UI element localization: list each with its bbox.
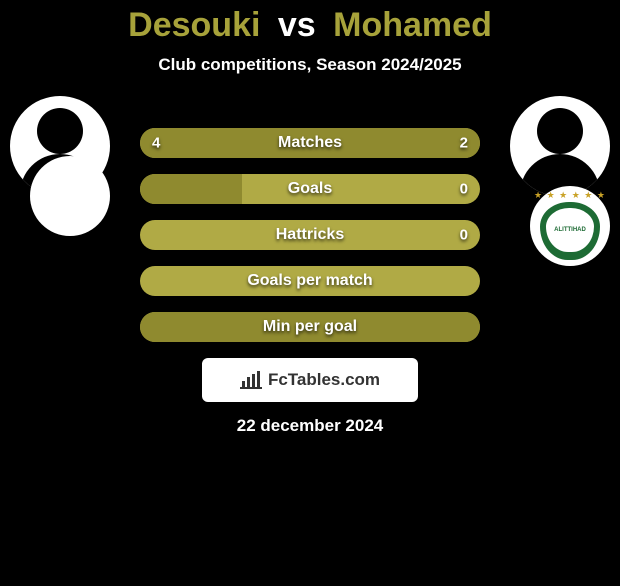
- title-vs: vs: [278, 6, 316, 44]
- title-player1: Desouki: [128, 6, 260, 44]
- avatar-head-icon: [37, 108, 83, 154]
- stat-bar-label: Goals: [140, 180, 480, 198]
- stat-bar: Goals per match: [140, 266, 480, 296]
- club-shield-icon: ALITTIHAD: [540, 202, 600, 260]
- club-stars-icon: ★ ★ ★ ★ ★ ★: [530, 190, 610, 201]
- player1-club-badge: [30, 156, 110, 236]
- subtitle: Club competitions, Season 2024/2025: [0, 55, 620, 75]
- comparison-bars: Matches42Goals0Hattricks0Goals per match…: [140, 128, 480, 358]
- stat-bar-label: Min per goal: [140, 318, 480, 336]
- page-title: Desouki vs Mohamed: [0, 6, 620, 45]
- stat-bar-label: Matches: [140, 134, 480, 152]
- player2-avatar: [510, 96, 610, 196]
- branding-badge: FcTables.com: [202, 358, 418, 402]
- stat-bar: Goals0: [140, 174, 480, 204]
- stat-bar-value-right: 0: [460, 227, 468, 244]
- branding-text: FcTables.com: [268, 370, 380, 390]
- date-text: 22 december 2024: [0, 416, 620, 436]
- avatar-head-icon: [537, 108, 583, 154]
- stat-bar-value-right: 2: [460, 135, 468, 152]
- club-badge-text: ALITTIHAD: [546, 208, 594, 252]
- stat-bar-value-left: 4: [152, 135, 160, 152]
- stat-bar: Hattricks0: [140, 220, 480, 250]
- stat-bar-label: Hattricks: [140, 226, 480, 244]
- stat-bar-value-right: 0: [460, 181, 468, 198]
- title-player2: Mohamed: [333, 6, 492, 44]
- bar-chart-icon: [240, 371, 262, 389]
- player2-club-badge: ★ ★ ★ ★ ★ ★ ALITTIHAD: [530, 186, 610, 266]
- stat-bar: Min per goal: [140, 312, 480, 342]
- stat-bar-label: Goals per match: [140, 272, 480, 290]
- stat-bar: Matches4 2: [140, 128, 480, 158]
